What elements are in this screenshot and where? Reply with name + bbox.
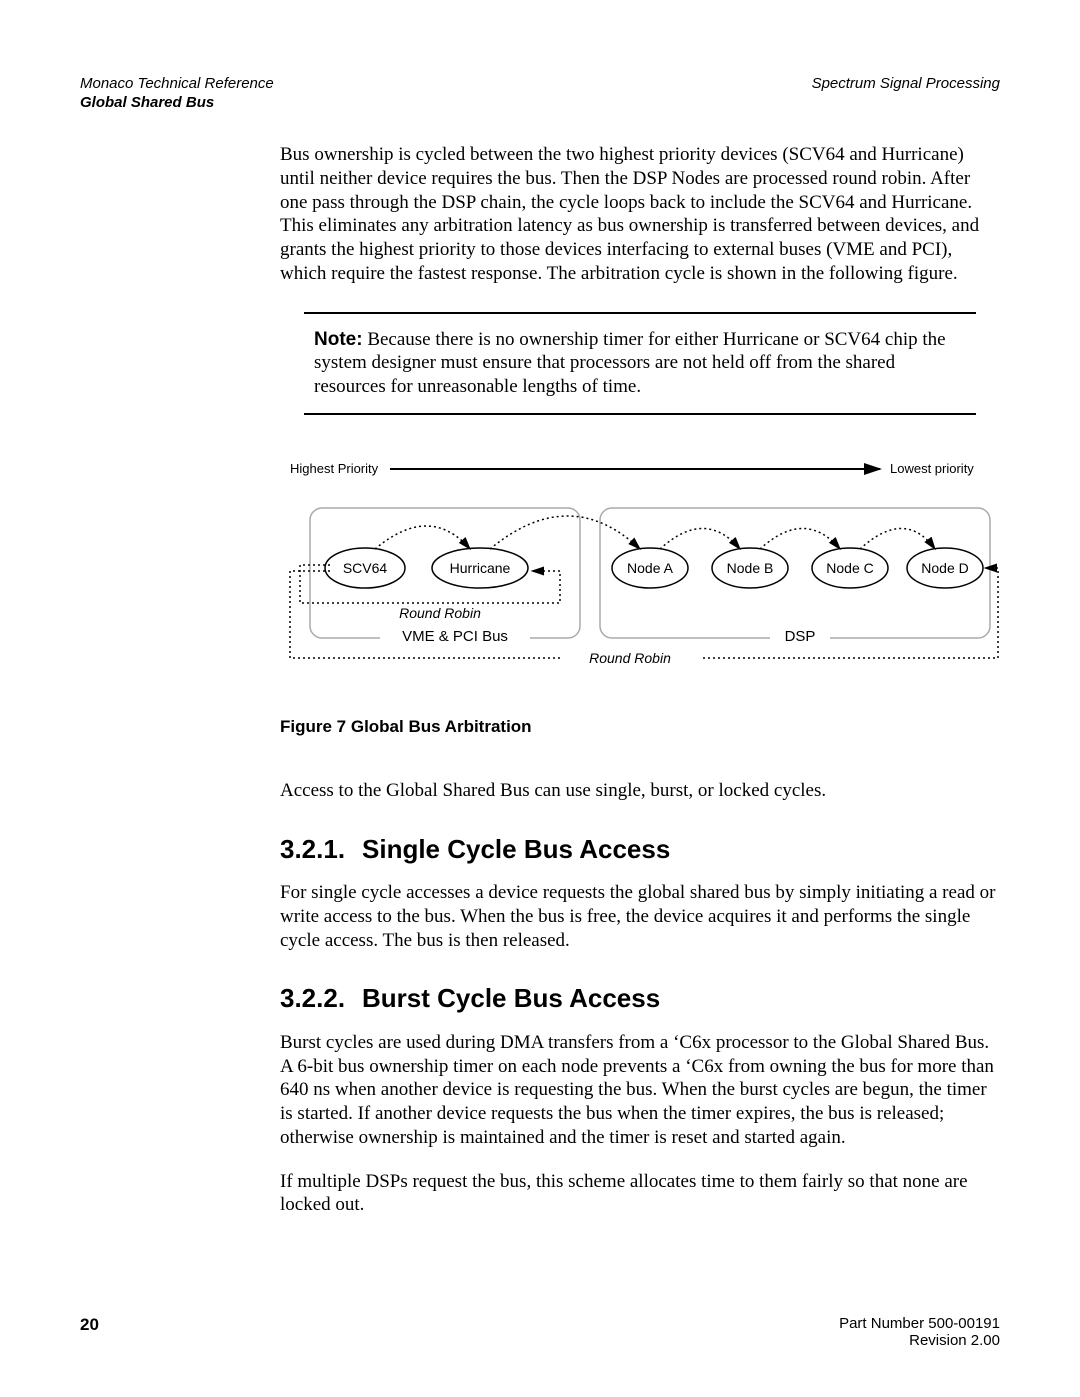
node-c: Node C — [826, 560, 873, 576]
header-left: Monaco Technical Reference — [80, 75, 274, 92]
node-a: Node A — [627, 560, 674, 576]
node-hurricane: Hurricane — [450, 560, 511, 576]
paragraph-single: For single cycle accesses a device reque… — [280, 881, 1000, 952]
label-vme: VME & PCI Bus — [402, 628, 508, 645]
label-dsp: DSP — [785, 628, 816, 645]
figure-caption: Figure 7 Global Bus Arbitration — [280, 716, 1000, 737]
heading-322-num: 3.2.2. — [280, 982, 362, 1015]
heading-321-num: 3.2.1. — [280, 833, 362, 866]
heading-322: 3.2.2.Burst Cycle Bus Access — [280, 982, 1000, 1015]
figure-diagram: Highest Priority Lowest priority SCV64 H… — [280, 453, 1000, 690]
page-number: 20 — [80, 1315, 99, 1349]
node-d: Node D — [921, 560, 968, 576]
revision: Revision 2.00 — [909, 1332, 1000, 1349]
node-b: Node B — [727, 560, 774, 576]
heading-321: 3.2.1.Single Cycle Bus Access — [280, 833, 1000, 866]
node-scv64: SCV64 — [343, 560, 388, 576]
note-text: Because there is no ownership timer for … — [314, 329, 946, 398]
paragraph-burst2: If multiple DSPs request the bus, this s… — [280, 1170, 1000, 1218]
note-label: Note: — [314, 329, 363, 350]
heading-321-text: Single Cycle Bus Access — [362, 834, 670, 864]
label-rr-outer: Round Robin — [589, 650, 671, 666]
header-sub: Global Shared Bus — [80, 94, 1000, 111]
paragraph-intro: Bus ownership is cycled between the two … — [280, 143, 1000, 286]
note-box: Note: Because there is no ownership time… — [304, 312, 976, 415]
label-rr-inner: Round Robin — [399, 605, 481, 621]
part-number: Part Number 500-00191 — [839, 1315, 1000, 1332]
header-right: Spectrum Signal Processing — [812, 75, 1000, 92]
label-lowest: Lowest priority — [890, 461, 974, 476]
label-highest: Highest Priority — [290, 461, 379, 476]
paragraph-access: Access to the Global Shared Bus can use … — [280, 779, 1000, 803]
paragraph-burst: Burst cycles are used during DMA transfe… — [280, 1031, 1000, 1150]
heading-322-text: Burst Cycle Bus Access — [362, 983, 660, 1013]
